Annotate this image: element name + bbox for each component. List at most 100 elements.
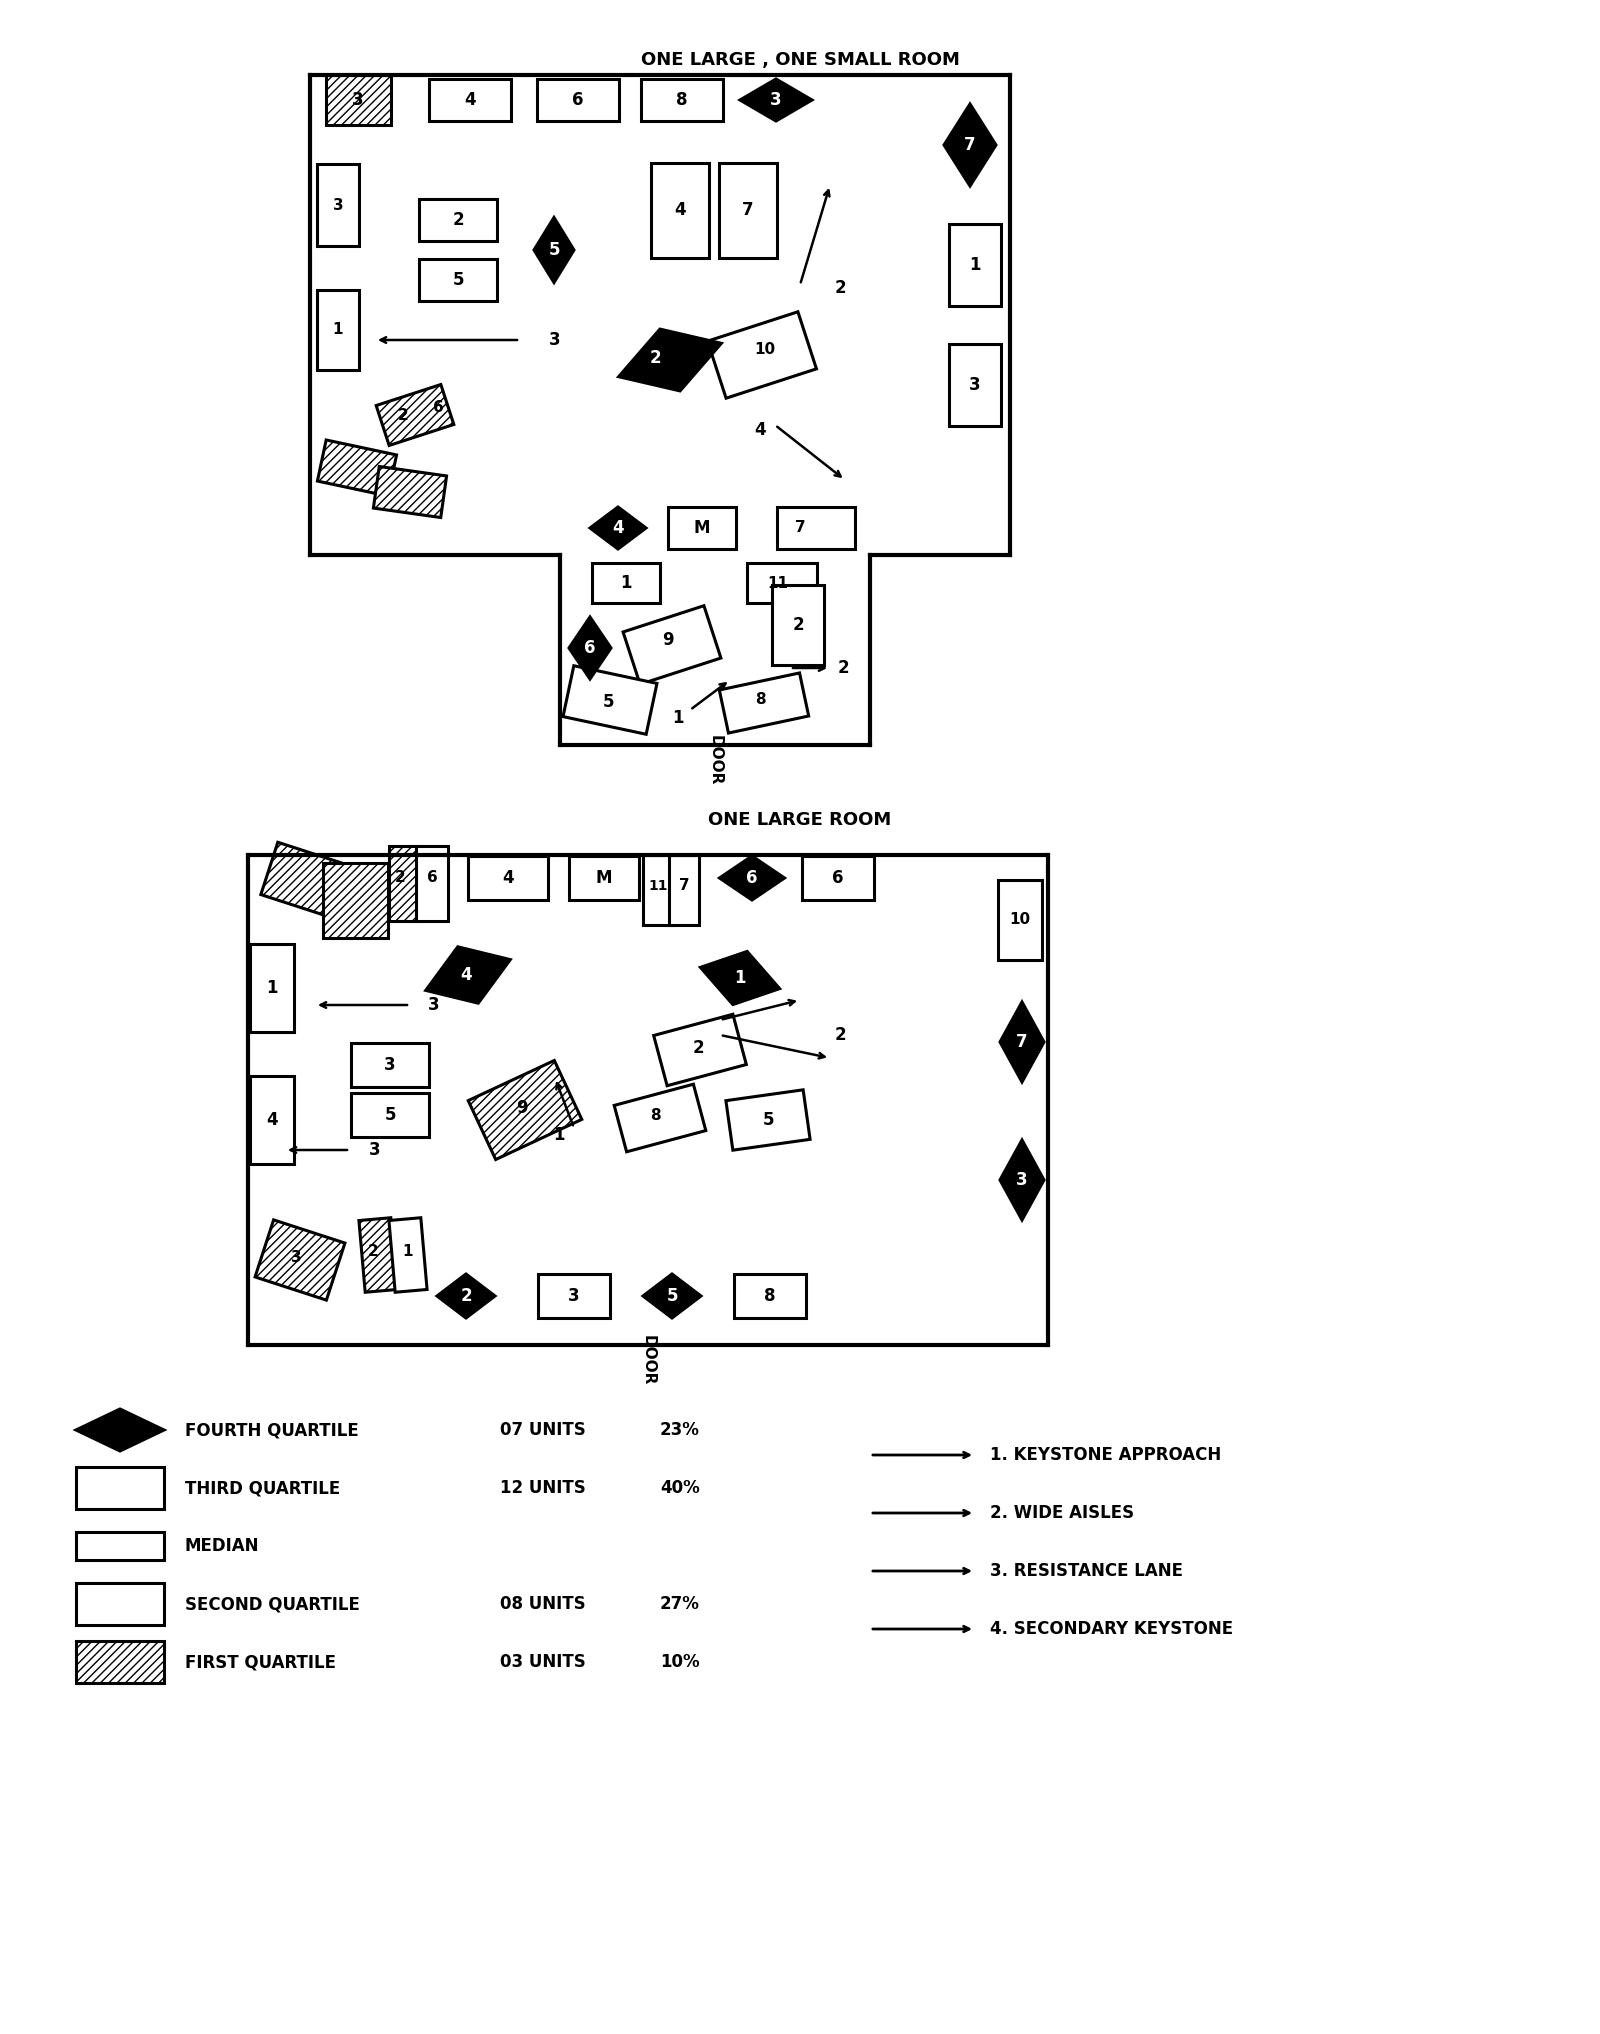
Bar: [643, 854, 674, 925]
Text: 5: 5: [666, 1288, 678, 1306]
Text: 27%: 27%: [661, 1595, 699, 1613]
Text: 1: 1: [333, 323, 344, 338]
Text: 08 UNITS: 08 UNITS: [499, 1595, 586, 1613]
Bar: [720, 673, 808, 732]
Text: 7: 7: [1016, 1033, 1027, 1052]
Bar: [563, 665, 658, 734]
Text: 23%: 23%: [661, 1422, 699, 1438]
Bar: [998, 881, 1042, 960]
Text: FIRST QUARTILE: FIRST QUARTILE: [186, 1654, 336, 1672]
Text: 1: 1: [554, 1127, 565, 1143]
Text: 9: 9: [662, 631, 674, 649]
Text: 5: 5: [453, 271, 464, 289]
Text: 5: 5: [762, 1111, 774, 1129]
Polygon shape: [944, 104, 995, 185]
Bar: [250, 944, 294, 1031]
Polygon shape: [534, 218, 574, 283]
Bar: [778, 506, 854, 549]
Text: 1: 1: [266, 978, 278, 997]
Bar: [651, 163, 709, 258]
Text: 8: 8: [677, 92, 688, 110]
Text: MEDIAN: MEDIAN: [186, 1538, 259, 1556]
Text: ONE LARGE ROOM: ONE LARGE ROOM: [709, 812, 891, 830]
Text: 3: 3: [333, 197, 344, 212]
Bar: [77, 1641, 165, 1682]
Text: 12 UNITS: 12 UNITS: [499, 1479, 586, 1497]
Bar: [718, 163, 778, 258]
Text: 10: 10: [755, 342, 776, 358]
Text: 9: 9: [517, 1098, 528, 1117]
Text: 1: 1: [734, 968, 746, 986]
Text: 6: 6: [427, 871, 437, 885]
Text: 4: 4: [464, 92, 475, 110]
Bar: [654, 1015, 746, 1086]
Bar: [771, 586, 824, 665]
Bar: [77, 1582, 165, 1625]
Text: 3: 3: [384, 1056, 395, 1074]
Bar: [416, 846, 448, 921]
Text: 11: 11: [768, 576, 789, 590]
Text: 4: 4: [266, 1111, 278, 1129]
Text: FOURTH QUARTILE: FOURTH QUARTILE: [186, 1422, 358, 1438]
Polygon shape: [1000, 1003, 1043, 1082]
Text: 1: 1: [621, 574, 632, 592]
Text: 4: 4: [754, 421, 766, 439]
Text: 3. RESISTANCE LANE: 3. RESISTANCE LANE: [990, 1562, 1182, 1580]
Text: 10: 10: [1010, 913, 1030, 928]
Bar: [669, 506, 736, 549]
Bar: [376, 384, 454, 445]
Bar: [254, 1220, 346, 1300]
Bar: [669, 854, 699, 925]
Text: 11: 11: [648, 879, 667, 893]
Polygon shape: [619, 330, 722, 391]
Bar: [250, 1076, 294, 1163]
Text: 2: 2: [453, 212, 464, 230]
Polygon shape: [570, 616, 611, 679]
Text: 07 UNITS: 07 UNITS: [499, 1422, 586, 1438]
Bar: [538, 79, 619, 120]
Bar: [642, 79, 723, 120]
Bar: [538, 1273, 610, 1318]
Polygon shape: [590, 506, 646, 549]
Text: 6: 6: [584, 639, 595, 657]
Bar: [419, 258, 498, 301]
Bar: [467, 856, 547, 899]
Text: 4: 4: [502, 869, 514, 887]
Text: 2: 2: [368, 1245, 378, 1259]
Text: 6: 6: [432, 401, 443, 415]
Bar: [429, 79, 510, 120]
Polygon shape: [720, 856, 784, 899]
Bar: [734, 1273, 806, 1318]
Text: 1: 1: [970, 256, 981, 275]
Text: 03 UNITS: 03 UNITS: [499, 1654, 586, 1672]
Text: 40%: 40%: [661, 1479, 699, 1497]
Bar: [949, 224, 1002, 305]
Text: 5: 5: [549, 240, 560, 258]
Bar: [350, 1043, 429, 1086]
Text: 8: 8: [755, 692, 765, 708]
Bar: [614, 1084, 706, 1151]
Text: 2: 2: [834, 279, 846, 297]
Polygon shape: [437, 1273, 494, 1318]
Text: 7: 7: [742, 201, 754, 220]
Text: 7: 7: [965, 136, 976, 155]
Text: 1: 1: [403, 1245, 413, 1259]
Text: ONE LARGE , ONE SMALL ROOM: ONE LARGE , ONE SMALL ROOM: [640, 51, 960, 69]
Text: 4. SECONDARY KEYSTONE: 4. SECONDARY KEYSTONE: [990, 1619, 1234, 1637]
Text: 2: 2: [693, 1039, 704, 1058]
Bar: [707, 311, 816, 399]
Text: 3: 3: [970, 376, 981, 395]
Bar: [570, 856, 638, 899]
Bar: [261, 842, 349, 917]
Text: 3: 3: [568, 1288, 579, 1306]
Bar: [373, 466, 446, 517]
Text: SECOND QUARTILE: SECOND QUARTILE: [186, 1595, 360, 1613]
Text: DOOR: DOOR: [707, 734, 723, 785]
Bar: [802, 856, 874, 899]
Text: 3: 3: [291, 1251, 301, 1265]
Bar: [419, 199, 498, 240]
Text: M: M: [694, 519, 710, 537]
Text: 7: 7: [795, 521, 805, 535]
Bar: [325, 75, 390, 124]
Text: 2: 2: [650, 350, 661, 366]
